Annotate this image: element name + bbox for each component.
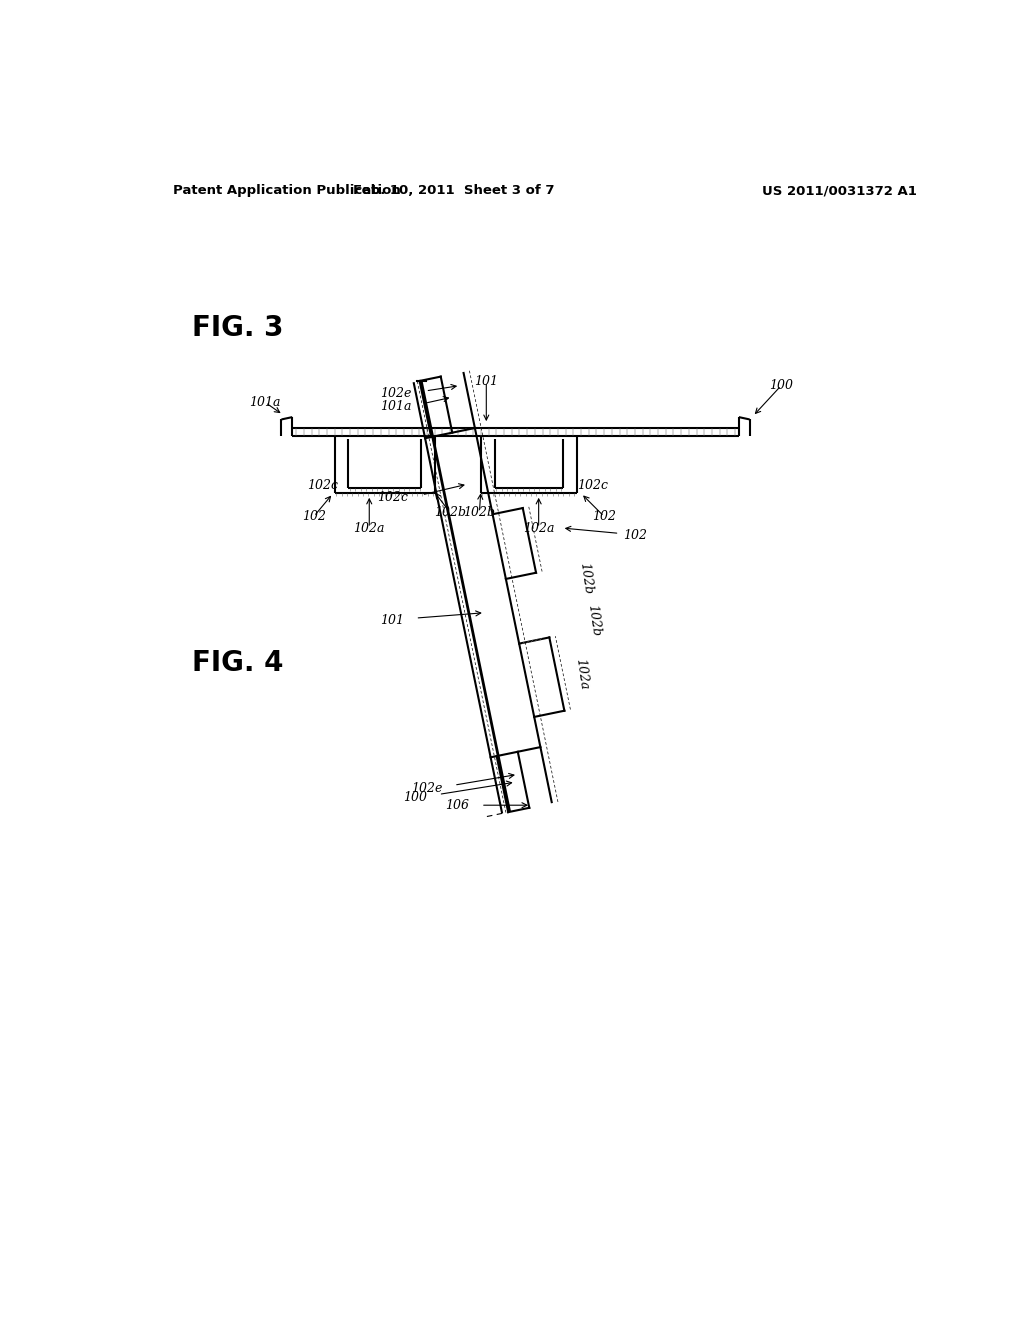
Text: 102b: 102b [578, 561, 595, 595]
Text: US 2011/0031372 A1: US 2011/0031372 A1 [762, 185, 916, 197]
Text: 102b: 102b [585, 603, 602, 638]
Text: 101a: 101a [380, 400, 412, 413]
Text: 102e: 102e [411, 781, 442, 795]
Text: 102c: 102c [377, 491, 408, 504]
Text: 101: 101 [474, 375, 499, 388]
Text: 102: 102 [624, 529, 647, 543]
Text: 106: 106 [445, 799, 469, 812]
Text: FIG. 3: FIG. 3 [193, 314, 284, 342]
Text: 100: 100 [769, 379, 794, 392]
Text: 102c: 102c [578, 479, 608, 492]
Text: 102b: 102b [434, 506, 466, 519]
Text: 102a: 102a [573, 657, 591, 690]
Text: 101: 101 [380, 614, 403, 627]
Text: 102: 102 [302, 510, 326, 523]
Text: 102: 102 [592, 510, 616, 523]
Text: 102b: 102b [464, 506, 496, 519]
Text: 102c: 102c [307, 479, 339, 492]
Text: Feb. 10, 2011  Sheet 3 of 7: Feb. 10, 2011 Sheet 3 of 7 [353, 185, 555, 197]
Text: 102e: 102e [380, 387, 412, 400]
Text: Patent Application Publication: Patent Application Publication [173, 185, 400, 197]
Text: 101a: 101a [250, 396, 281, 409]
Text: 100: 100 [403, 791, 427, 804]
Text: 102a: 102a [523, 521, 554, 535]
Text: 102a: 102a [353, 521, 385, 535]
Text: FIG. 4: FIG. 4 [193, 648, 284, 677]
